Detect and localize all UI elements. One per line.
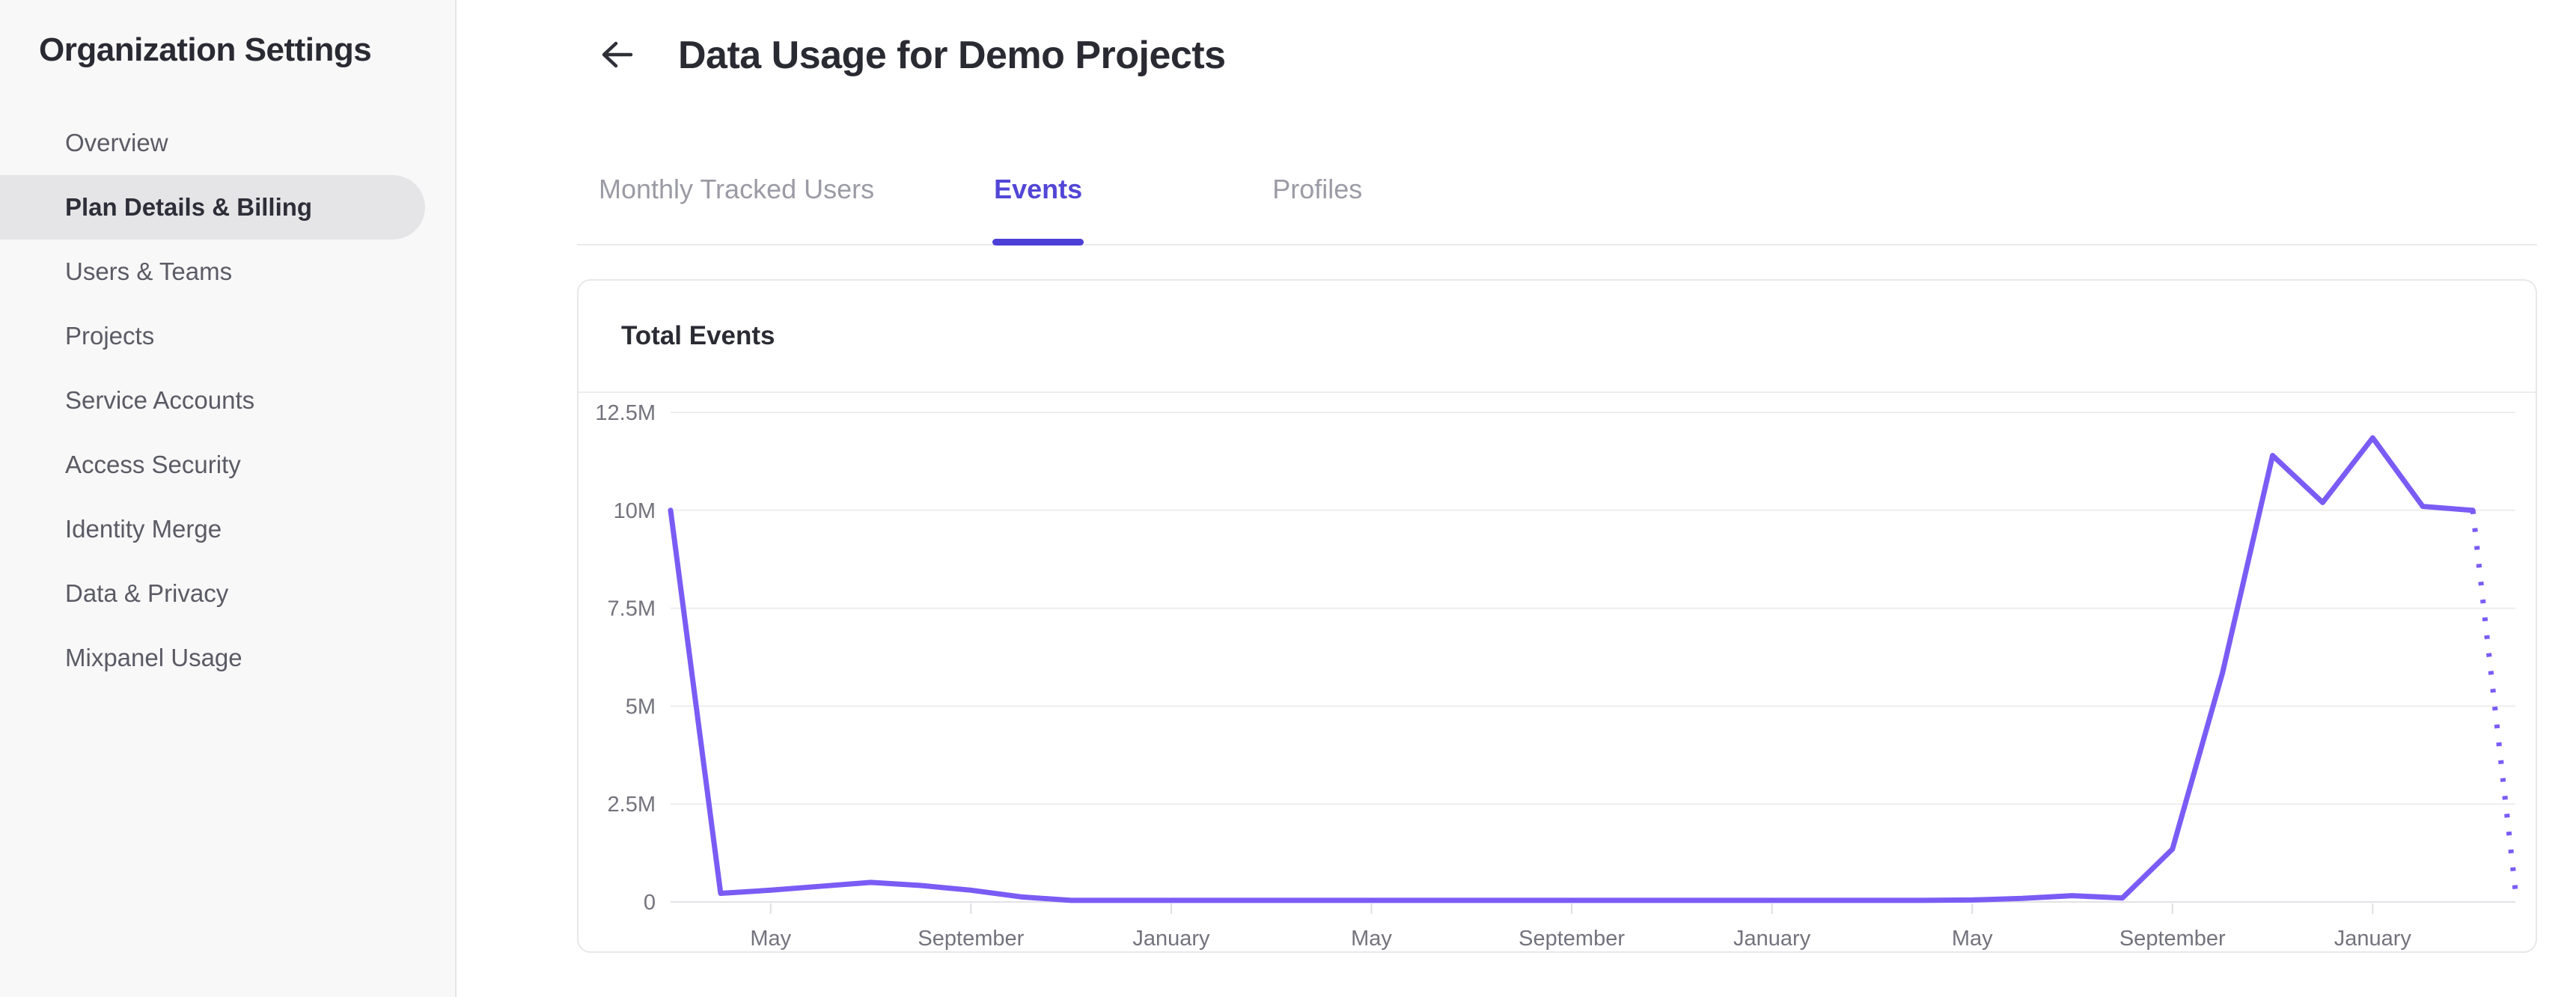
x-axis-label: May: [1952, 927, 1993, 951]
total-events-chart[interactable]: 12.5M 10M 7.5M 5M 2.5M 0 May September January Ma…: [579, 393, 2536, 951]
x-axis-label: January: [1733, 927, 1811, 951]
x-axis-label: May: [1351, 927, 1392, 951]
tab-events[interactable]: Events: [992, 174, 1084, 246]
chart-projection-line[interactable]: [2470, 510, 2518, 891]
x-axis-label: September: [918, 927, 1024, 951]
sidebar: Organization Settings Overview Plan Deta…: [0, 0, 457, 997]
card-header: Total Events: [579, 281, 2536, 393]
x-axis-label: May: [750, 927, 791, 951]
y-axis-label: 12.5M: [595, 401, 656, 425]
sidebar-item-identity-merge[interactable]: Identity Merge: [65, 515, 222, 543]
y-axis-label: 0: [644, 891, 656, 915]
sidebar-item-projects[interactable]: Projects: [65, 322, 155, 350]
back-arrow-icon: [597, 38, 633, 73]
tab-monthly-tracked-users[interactable]: Monthly Tracked Users: [599, 174, 875, 204]
chart-line[interactable]: [668, 435, 2476, 903]
sidebar-nav: Overview Plan Details & Billing Users & …: [0, 111, 455, 690]
sidebar-item-access-security[interactable]: Access Security: [65, 451, 241, 478]
sidebar-item-plan-details-billing[interactable]: Plan Details & Billing: [0, 175, 425, 240]
main-content: Data Usage for Demo Projects Monthly Tra…: [457, 0, 2576, 997]
y-axis-label: 7.5M: [608, 597, 656, 621]
x-axis-label: January: [2334, 927, 2412, 951]
x-axis-label: January: [1132, 927, 1210, 951]
y-axis-label: 10M: [614, 499, 656, 523]
tab-bar: Monthly Tracked Users Events Profiles: [577, 174, 2537, 246]
sidebar-item-data-privacy[interactable]: Data & Privacy: [65, 579, 229, 607]
y-grid: 12.5M 10M 7.5M 5M 2.5M 0: [595, 401, 2515, 915]
sidebar-item-users-teams[interactable]: Users & Teams: [65, 257, 233, 285]
card-title: Total Events: [621, 321, 775, 350]
tab-profiles[interactable]: Profiles: [1272, 174, 1363, 204]
page-title: Data Usage for Demo Projects: [678, 34, 1226, 77]
sidebar-title: Organization Settings: [39, 31, 372, 68]
sidebar-item-overview[interactable]: Overview: [65, 129, 168, 156]
page-header: Data Usage for Demo Projects: [597, 33, 2576, 78]
x-axis: May September January May September January Ma…: [750, 903, 2411, 951]
total-events-card: Total Events 12.5M 10M 7.5M 5M 2.5M 0 May Septe…: [577, 279, 2537, 953]
back-button[interactable]: [597, 39, 633, 72]
sidebar-item-mixpanel-usage[interactable]: Mixpanel Usage: [65, 644, 242, 671]
x-axis-label: September: [2119, 927, 2226, 951]
sidebar-item-service-accounts[interactable]: Service Accounts: [65, 386, 255, 414]
y-axis-label: 5M: [626, 695, 656, 719]
x-axis-label: September: [1519, 927, 1625, 951]
y-axis-label: 2.5M: [608, 793, 656, 817]
